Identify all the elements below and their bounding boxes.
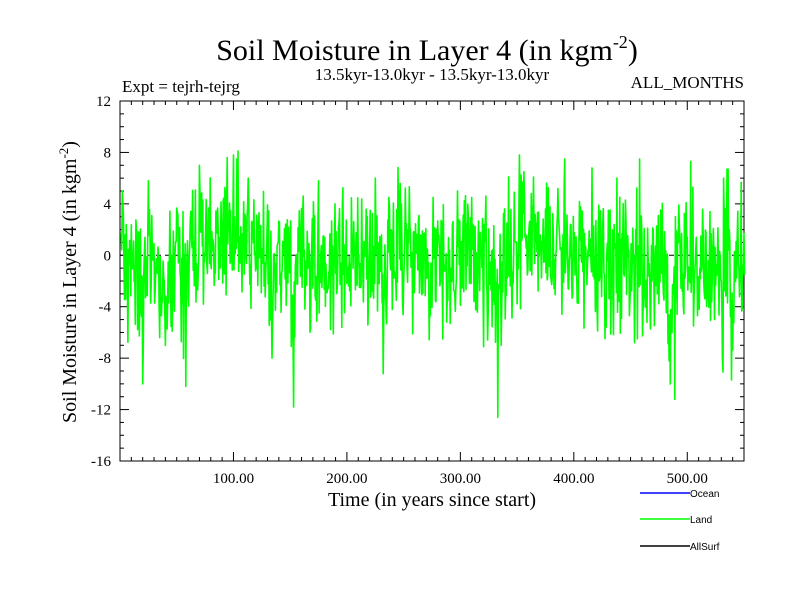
x-tick-label: 400.00 [553,471,594,487]
y-axis-label-main: Soil Moisture in Layer 4 (in kgm [59,158,81,423]
chart-title-sup: -2 [613,32,628,52]
x-axis-label: Time (in years since start) [328,489,536,511]
chart-title: Soil Moisture in Layer 4 (in kgm-2) [216,32,638,67]
legend-label-ocean: Ocean [690,489,719,500]
y-tick-label: 0 [104,248,112,264]
y-tick-label: -8 [99,351,112,367]
y-tick-label: 4 [104,197,112,213]
subtitle-left: Expt = tejrh-tejrg [122,77,240,96]
y-axis-label-close: ) [59,141,81,148]
subtitle-right: ALL_MONTHS [631,73,744,92]
y-tick-label: 12 [96,94,111,110]
axes: -16 -12 -8 -4 0 4 8 12 100.00 200.00 300.00 400.00 5… [91,94,745,487]
subtitle-center: 13.5kyr-13.0kyr - 13.5kyr-13.0kyr [315,65,550,84]
y-axis-label-sup: -2 [56,148,71,159]
legend: Ocean Land AllSurf [640,489,720,553]
legend-label-land: Land [690,515,712,526]
x-tick-label: 100.00 [213,471,254,487]
chart-title-main: Soil Moisture in Layer 4 (in kgm [216,34,613,67]
y-tick-label: -12 [91,403,111,419]
chart-title-close: ) [628,34,638,67]
y-tick-label: 8 [104,145,112,161]
y-tick-label: -16 [91,454,111,470]
series-group [120,150,746,419]
legend-label-allsurf: AllSurf [690,542,720,553]
x-tick-label: 300.00 [440,471,481,487]
x-tick-label: 200.00 [326,471,367,487]
y-axis-label: Soil Moisture in Layer 4 (in kgm-2) [56,141,81,423]
x-tick-label: 500.00 [667,471,708,487]
y-tick-label: -4 [99,300,112,316]
series-land-line [120,150,746,419]
